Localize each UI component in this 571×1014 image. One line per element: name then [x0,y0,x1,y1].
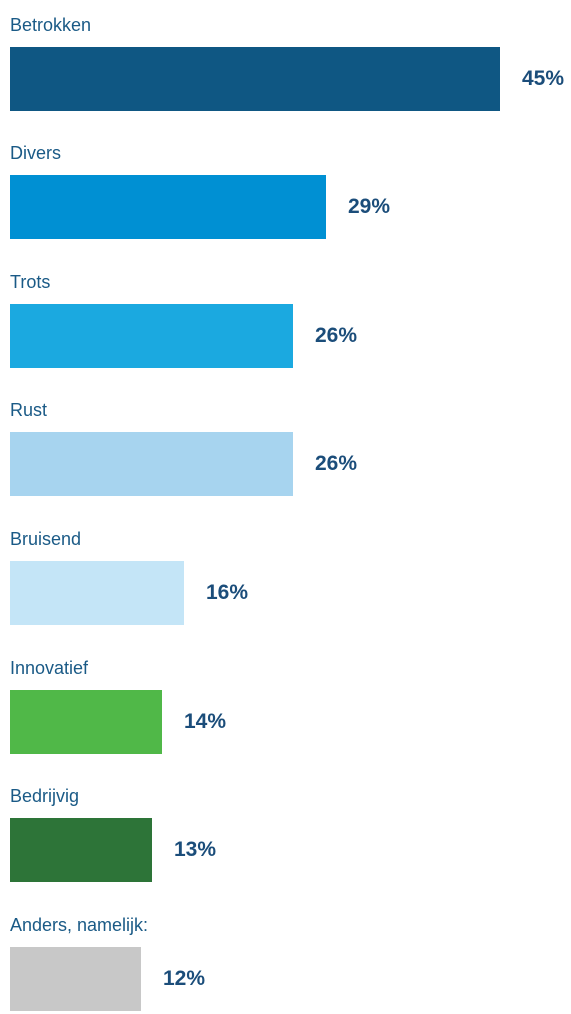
value-label: 29% [348,195,391,218]
bar-row: Innovatief 14% [0,657,571,757]
value-label: 12% [163,967,206,990]
category-label: Rust [10,400,48,420]
bar [10,47,500,111]
category-label: Bedrijvig [10,786,80,806]
value-label: 26% [315,452,358,475]
category-label: Betrokken [10,15,92,35]
bar [10,561,184,625]
bar-row: Anders, namelijk: 12% [0,914,571,1014]
bar-row: Trots 26% [0,271,571,371]
value-label: 13% [174,838,217,861]
bar [10,947,141,1011]
bar [10,690,162,754]
bar-row: Bruisend 16% [0,528,571,628]
value-label: 16% [206,581,249,604]
bar-row: Divers 29% [0,142,571,242]
category-label: Anders, namelijk: [10,915,149,935]
value-label: 14% [184,710,227,733]
category-label: Trots [10,272,51,292]
bar-row: Betrokken 45% [0,14,571,114]
category-label: Bruisend [10,529,82,549]
value-label: 26% [315,324,358,347]
bar-row: Rust 26% [0,399,571,499]
bar [10,432,293,496]
category-label: Divers [10,143,62,163]
bar [10,304,293,368]
bar-row: Bedrijvig 13% [0,785,571,885]
value-label: 45% [522,67,565,90]
bar [10,175,326,239]
category-label: Innovatief [10,658,89,678]
bar [10,818,152,882]
